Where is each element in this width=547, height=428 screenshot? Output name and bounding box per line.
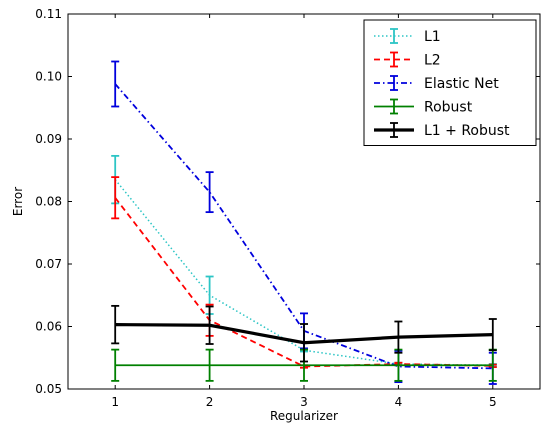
series-l1-robust [111, 304, 497, 363]
legend-item: L2 [374, 51, 441, 69]
y-tick-label: 0.06 [35, 320, 62, 334]
legend-label: L1 [424, 29, 441, 45]
legend-item: L1 + Robust [374, 122, 510, 139]
y-axis-label: Error [11, 187, 25, 216]
plot-area-frame [67, 13, 541, 390]
legend: L1 L2 Elastic Net Robust L1 + Robust [363, 19, 537, 146]
x-tick-label: 4 [395, 395, 403, 409]
y-tick-label: 0.11 [35, 7, 62, 21]
legend-label: L1 + Robust [424, 123, 510, 139]
y-tick-label: 0.05 [35, 382, 62, 396]
y-tick-label: 0.08 [35, 195, 62, 209]
x-tick-label: 2 [206, 395, 214, 409]
legend-label: L2 [424, 53, 441, 69]
x-axis-ticks: 1 2 3 4 5 [111, 14, 497, 409]
legend-item: Elastic Net [374, 75, 499, 92]
x-axis-label: Regularizer [270, 409, 338, 423]
x-tick-label: 1 [111, 395, 119, 409]
x-tick-label: 3 [300, 395, 308, 409]
y-tick-label: 0.10 [35, 70, 62, 84]
legend-label: Elastic Net [424, 76, 499, 92]
series-layer [111, 60, 497, 385]
legend-item: Robust [374, 98, 473, 116]
y-tick-label: 0.09 [35, 132, 62, 146]
y-tick-label: 0.07 [35, 257, 62, 271]
legend-label: Robust [424, 100, 473, 116]
legend-item: L1 [374, 28, 441, 45]
x-tick-label: 5 [489, 395, 497, 409]
